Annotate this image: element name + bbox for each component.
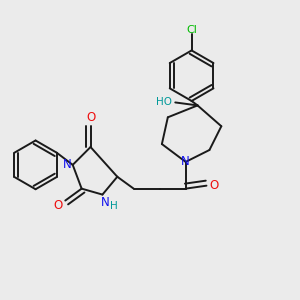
Text: O: O [209, 179, 218, 192]
Text: N: N [63, 158, 72, 171]
Text: N: N [181, 155, 190, 168]
Text: O: O [53, 200, 62, 212]
Text: Cl: Cl [186, 25, 197, 35]
Text: O: O [86, 111, 95, 124]
Text: H: H [110, 201, 118, 211]
Text: N: N [101, 196, 110, 208]
Text: HO: HO [156, 98, 172, 107]
